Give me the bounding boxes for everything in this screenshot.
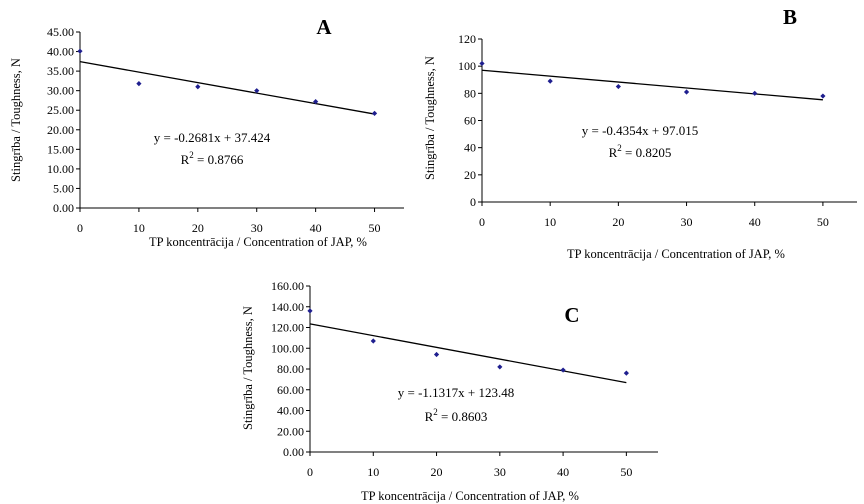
y-tick-label: 45.00 — [47, 25, 74, 39]
panel-label-a: A — [316, 15, 332, 39]
y-axis-c: 0.00 20.00 40.00 60.00 80.00 100.00 120.00 140.… — [271, 279, 311, 459]
x-tick-label: 50 — [620, 465, 632, 479]
trend-equation-b: y = -0.4354x + 97.015 — [582, 123, 699, 138]
y-tick-label: 140.00 — [271, 300, 304, 314]
data-point — [560, 367, 566, 373]
x-tick-label: 40 — [310, 221, 322, 235]
data-point — [615, 83, 621, 90]
x-tick-label: 50 — [817, 215, 829, 229]
x-axis-title-c: TP koncentrācija / Concentration of JAP,… — [361, 489, 579, 503]
data-points-b — [479, 60, 826, 99]
x-axis-title-a: TP koncentrācija / Concentration of JAP,… — [149, 235, 367, 249]
trend-equation-c: y = -1.1317x + 123.48 — [398, 385, 515, 400]
trendline-c — [309, 323, 627, 384]
y-tick-label: 80.00 — [277, 362, 304, 376]
y-tick-label: 0 — [470, 195, 476, 209]
x-tick-label: 40 — [749, 215, 761, 229]
x-tick-label: 10 — [544, 215, 556, 229]
data-points-a — [77, 48, 378, 116]
x-tick-label: 30 — [494, 465, 506, 479]
chart-panel-b: B 0 20 40 60 80 100 120 0 10 20 30 40 50 TP koncent… — [423, 5, 857, 261]
y-tick-label: 10.00 — [47, 162, 74, 176]
y-tick-label: 100 — [458, 59, 476, 73]
x-tick-label: 20 — [612, 215, 624, 229]
y-tick-label: 120.00 — [271, 321, 304, 335]
data-point — [820, 93, 826, 99]
y-tick-label: 60.00 — [277, 383, 304, 397]
y-axis-title-b: Stingrība / Toughness, N — [423, 56, 437, 180]
x-tick-label: 0 — [77, 221, 83, 235]
data-point — [371, 110, 378, 116]
y-tick-label: 25.00 — [47, 103, 74, 117]
chart-panel-c: C 0.00 20.00 40.00 60.00 80.00 100.00 120.00 14… — [241, 279, 658, 503]
x-tick-label: 30 — [681, 215, 693, 229]
x-axis-title-b: TP koncentrācija / Concentration of JAP,… — [567, 247, 785, 261]
y-tick-label: 0.00 — [283, 445, 304, 459]
y-tick-label: 15.00 — [47, 142, 74, 156]
data-points-c — [307, 308, 629, 376]
panel-label-b: B — [783, 5, 797, 29]
data-point — [683, 89, 690, 95]
y-tick-label: 20.00 — [277, 424, 304, 438]
x-tick-label: 30 — [251, 221, 263, 235]
r-squared-c: R2 = 0.8603 — [425, 407, 488, 424]
y-tick-label: 160.00 — [271, 279, 304, 293]
y-tick-label: 40 — [464, 141, 476, 155]
data-point — [370, 338, 376, 344]
trendline-c — [309, 323, 627, 384]
y-tick-label: 0.00 — [53, 201, 74, 215]
y-tick-label: 40.00 — [277, 404, 304, 418]
data-point — [136, 81, 142, 87]
trend-equation-a: y = -0.2681x + 37.424 — [154, 130, 271, 145]
r-squared-a: R2 = 0.8766 — [181, 150, 244, 167]
trendline-a — [79, 60, 375, 115]
x-tick-label: 20 — [431, 465, 443, 479]
y-tick-label: 120 — [458, 32, 476, 46]
y-tick-label: 35.00 — [47, 64, 74, 78]
data-point — [752, 90, 758, 96]
y-axis-a: 0.00 5.00 10.00 15.00 20.00 25.00 30.00 35.00 40… — [47, 25, 81, 215]
x-axis-c: 0 10 20 30 40 50 — [307, 451, 658, 479]
data-point — [497, 364, 503, 370]
x-tick-label: 10 — [367, 465, 379, 479]
data-point — [254, 88, 260, 94]
data-point — [313, 99, 319, 105]
data-point — [433, 351, 440, 358]
x-tick-label: 0 — [479, 215, 485, 229]
trendline-b — [481, 69, 823, 101]
data-point — [77, 48, 83, 54]
chart-panel-a: A 0.00 5.00 10.00 15.00 20.00 25.00 30.00 35.00… — [9, 15, 404, 249]
y-tick-label: 40.00 — [47, 45, 74, 59]
y-tick-label: 60 — [464, 114, 476, 128]
y-tick-label: 20 — [464, 168, 476, 182]
data-point — [547, 78, 553, 84]
y-tick-label: 5.00 — [53, 181, 74, 195]
x-tick-label: 50 — [369, 221, 381, 235]
x-tick-label: 0 — [307, 465, 313, 479]
x-tick-label: 40 — [557, 465, 569, 479]
x-tick-label: 20 — [192, 221, 204, 235]
data-point — [307, 308, 313, 314]
y-axis-title-a: Stingrība / Toughness, N — [9, 58, 23, 182]
trendline-b — [481, 69, 823, 101]
x-axis-a: 0 10 20 30 40 50 — [77, 207, 404, 235]
data-point — [195, 84, 201, 90]
y-tick-label: 20.00 — [47, 123, 74, 137]
y-axis-title-c: Stingrība / Toughness, N — [241, 306, 255, 430]
y-axis-b: 0 20 40 60 80 100 120 — [458, 32, 483, 209]
x-tick-label: 10 — [133, 221, 145, 235]
y-tick-label: 80 — [464, 86, 476, 100]
r-squared-b: R2 = 0.8205 — [609, 143, 672, 160]
trendline-a — [79, 60, 375, 115]
data-point — [623, 370, 629, 376]
data-point — [479, 60, 485, 67]
y-tick-label: 30.00 — [47, 84, 74, 98]
y-tick-label: 100.00 — [271, 341, 304, 355]
x-axis-b: 0 10 20 30 40 50 — [479, 201, 857, 229]
panel-label-c: C — [564, 303, 579, 327]
